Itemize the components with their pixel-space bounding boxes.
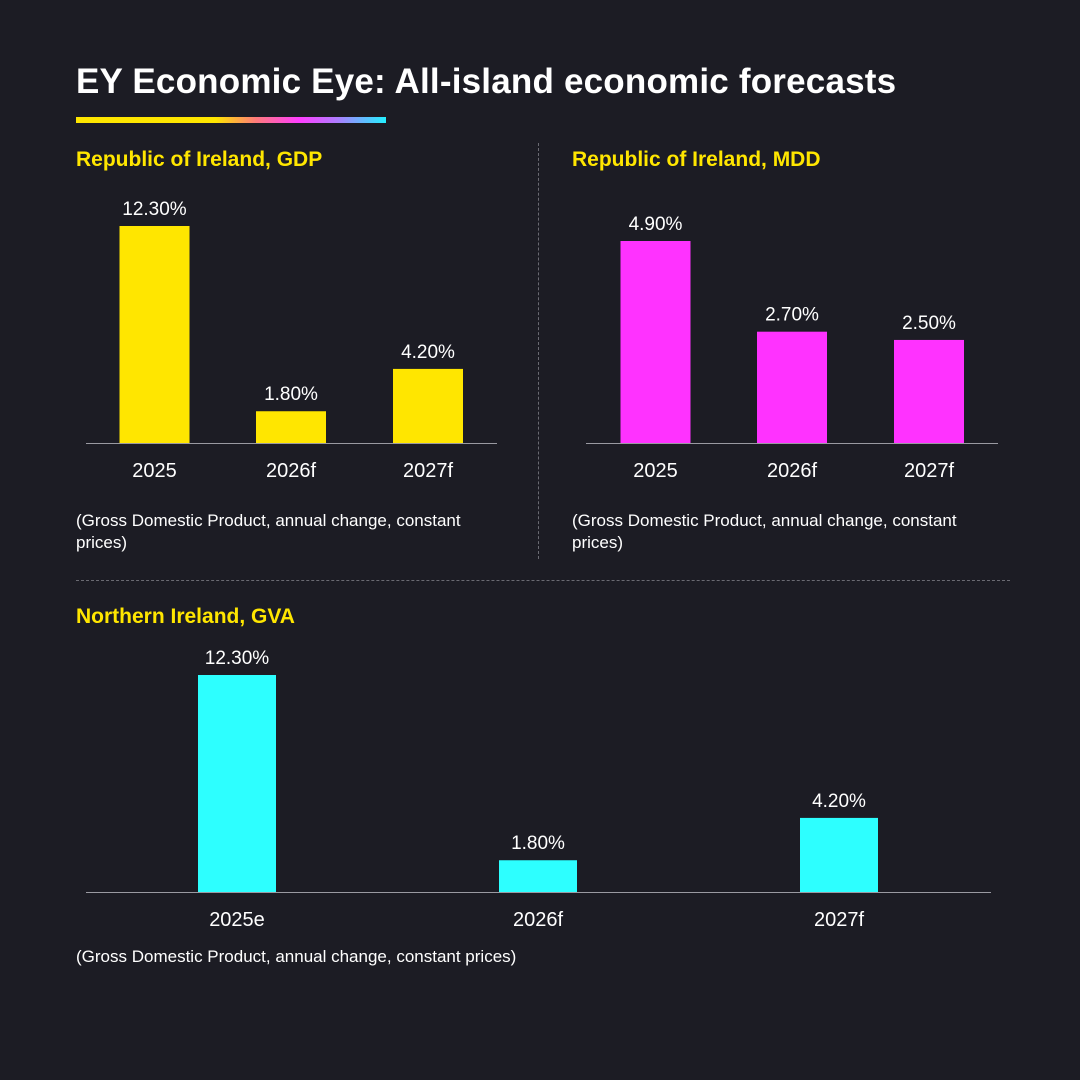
panel-title-roi-gdp: Republic of Ireland, GDP [76, 148, 323, 171]
value-label: 1.80% [264, 384, 318, 405]
value-label: 12.30% [205, 648, 270, 669]
note-roi-mdd: (Gross Domestic Product, annual change, … [572, 511, 957, 552]
category-tick-label: 2025 [633, 460, 678, 482]
panel-title-ni-gva: Northern Ireland, GVA [76, 605, 295, 628]
bar-2027f [894, 339, 964, 443]
value-label: 4.90% [629, 214, 683, 235]
bar-2025 [119, 226, 190, 443]
horizontal-divider [76, 580, 1010, 581]
category-tick-label: 2027f [814, 909, 864, 931]
title-gradient-rule [76, 117, 386, 123]
page-title: EY Economic Eye: All-island economic for… [76, 62, 897, 101]
note-roi-gdp: (Gross Domestic Product, annual change, … [76, 511, 461, 552]
chart-roi-gdp: 12.30% 2025 1.80% 2026f 4.20% 2027f [86, 199, 497, 482]
category-tick-label: 2026f [513, 909, 563, 931]
category-tick-label: 2027f [403, 460, 453, 482]
bar-2025 [620, 241, 691, 443]
bar-2026f [757, 331, 827, 443]
value-label: 4.20% [812, 791, 866, 812]
value-label: 12.30% [122, 199, 187, 220]
chart-ni-gva: 12.30% 2025e 1.80% 2026f 4.20% 2027f [86, 648, 991, 931]
category-tick-label: 2026f [767, 460, 817, 482]
bar-2025e [198, 675, 276, 892]
note-ni-gva: (Gross Domestic Product, annual change, … [76, 947, 517, 966]
category-tick-label: 2025 [132, 460, 177, 482]
category-tick-label: 2026f [266, 460, 316, 482]
panel-title-roi-mdd: Republic of Ireland, MDD [572, 148, 821, 171]
bar-2027f [393, 368, 463, 443]
value-label: 2.70% [765, 305, 819, 326]
value-label: 4.20% [401, 342, 455, 363]
value-label: 1.80% [511, 833, 565, 854]
vertical-divider [538, 143, 539, 559]
bar-2026f [256, 411, 326, 443]
category-tick-label: 2025e [209, 909, 265, 931]
bar-2026f [499, 860, 577, 892]
bar-2027f [800, 817, 878, 892]
chart-roi-mdd: 4.90% 2025 2.70% 2026f 2.50% 2027f [586, 214, 998, 482]
value-label: 2.50% [902, 313, 956, 334]
category-tick-label: 2027f [904, 460, 954, 482]
